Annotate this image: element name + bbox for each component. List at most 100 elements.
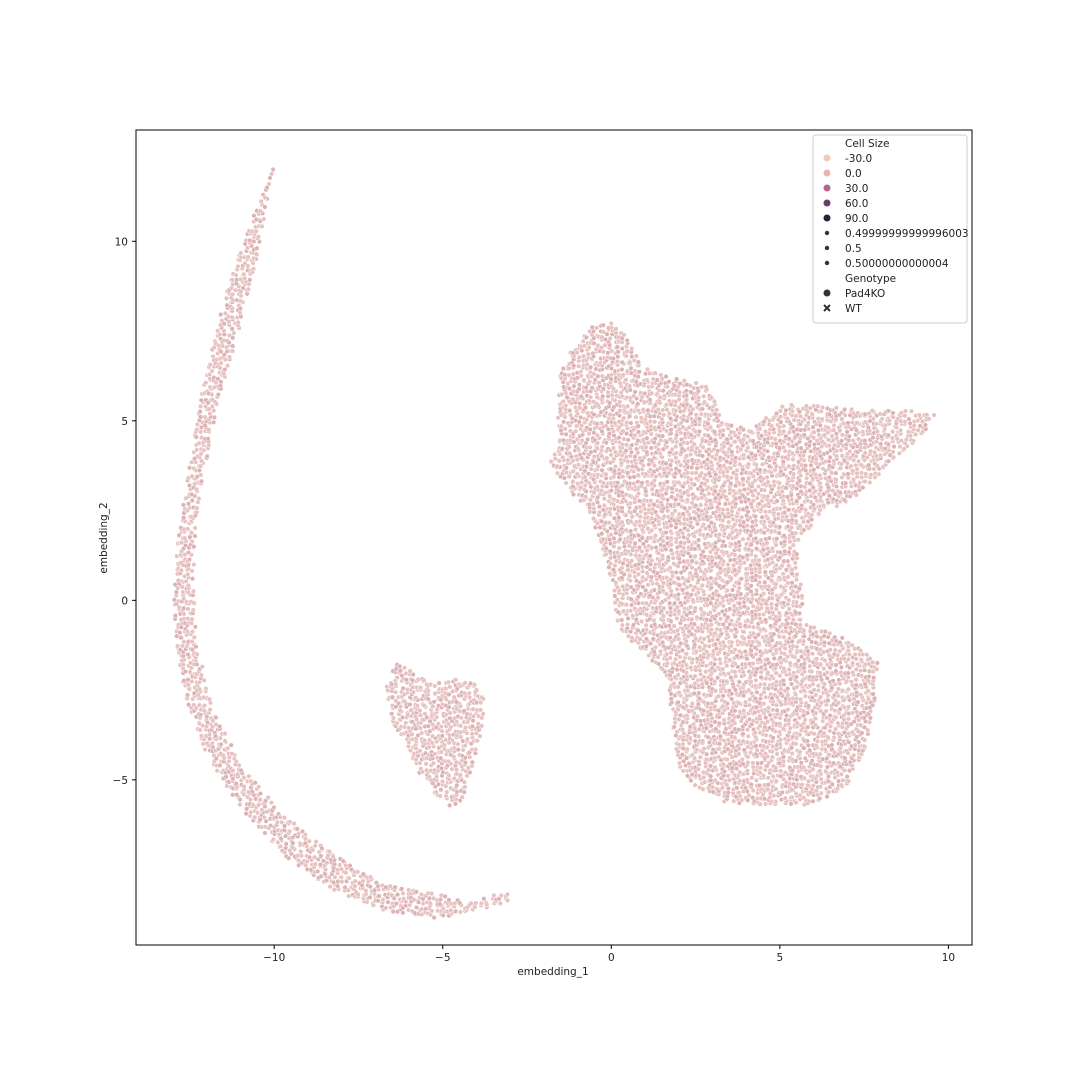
data-point — [441, 742, 447, 748]
data-point — [653, 509, 659, 515]
data-point — [668, 523, 674, 529]
data-point — [390, 908, 396, 915]
data-point — [198, 672, 204, 678]
data-point — [462, 725, 468, 731]
data-point — [191, 562, 197, 568]
data-point — [648, 445, 654, 451]
data-point — [599, 467, 605, 473]
data-point — [243, 811, 249, 817]
data-point — [658, 437, 664, 443]
data-point — [713, 456, 719, 462]
data-point — [668, 427, 674, 433]
data-point — [237, 305, 243, 311]
data-point — [627, 608, 634, 614]
data-point — [652, 644, 659, 650]
data-point — [699, 629, 705, 635]
data-point — [725, 506, 731, 513]
data-point — [393, 681, 399, 687]
data-point — [189, 497, 195, 504]
data-point — [697, 644, 703, 650]
data-point — [222, 310, 228, 316]
data-point — [600, 322, 606, 328]
data-point — [635, 407, 641, 414]
data-point — [672, 600, 678, 606]
data-point — [343, 862, 349, 869]
data-point — [677, 389, 683, 395]
data-point — [697, 448, 703, 454]
data-point — [750, 795, 756, 801]
data-point — [233, 272, 239, 278]
data-point — [433, 789, 439, 795]
data-point — [669, 569, 675, 575]
data-point — [462, 743, 468, 749]
data-point — [655, 406, 661, 412]
data-point — [567, 450, 573, 456]
data-point — [736, 609, 742, 615]
data-point — [646, 461, 652, 468]
data-point — [575, 446, 581, 452]
data-point — [184, 692, 191, 698]
data-point — [643, 600, 649, 606]
data-point — [192, 624, 198, 630]
data-point — [577, 405, 583, 411]
data-point — [721, 773, 727, 779]
data-point — [668, 535, 674, 541]
data-point — [638, 390, 644, 396]
data-point — [568, 412, 574, 418]
data-point — [201, 677, 207, 683]
data-point — [619, 565, 625, 571]
data-point — [581, 377, 587, 383]
data-point — [591, 459, 597, 465]
data-point — [695, 507, 701, 513]
data-point — [685, 527, 691, 533]
data-point — [326, 849, 333, 855]
data-point — [676, 480, 682, 486]
data-point — [189, 616, 195, 622]
data-point — [732, 439, 738, 445]
data-point — [651, 631, 657, 637]
data-point — [675, 752, 681, 758]
data-point — [697, 754, 703, 760]
data-point — [186, 482, 193, 489]
data-point — [612, 397, 618, 403]
data-point — [734, 467, 740, 473]
data-point — [714, 588, 720, 594]
data-point — [201, 694, 207, 700]
data-point — [564, 394, 570, 400]
data-point — [617, 408, 623, 414]
data-point — [584, 417, 590, 423]
data-point — [730, 516, 736, 522]
data-point — [716, 621, 722, 627]
data-point — [648, 498, 654, 504]
data-point — [251, 255, 257, 261]
data-point — [672, 508, 678, 514]
data-point — [629, 442, 635, 448]
data-point — [437, 901, 443, 907]
data-point — [693, 560, 700, 566]
data-point — [700, 769, 706, 775]
data-point — [619, 519, 625, 525]
data-point — [741, 629, 747, 635]
data-point — [185, 616, 191, 622]
data-point — [736, 738, 742, 744]
data-point — [744, 504, 750, 510]
data-point — [599, 373, 605, 379]
data-point — [178, 560, 184, 566]
data-point — [574, 350, 580, 356]
data-point — [505, 897, 511, 903]
data-point — [287, 848, 293, 854]
data-point — [233, 759, 239, 765]
data-point — [736, 585, 742, 591]
data-point — [466, 690, 472, 696]
data-point — [640, 462, 646, 468]
data-point — [724, 678, 730, 684]
data-point — [213, 733, 219, 739]
data-point — [732, 633, 738, 640]
data-point — [667, 415, 674, 422]
data-point — [237, 797, 243, 803]
data-point — [570, 458, 576, 464]
data-point — [253, 251, 260, 257]
data-point — [417, 725, 423, 731]
data-point — [660, 538, 666, 544]
data-point — [635, 479, 641, 485]
